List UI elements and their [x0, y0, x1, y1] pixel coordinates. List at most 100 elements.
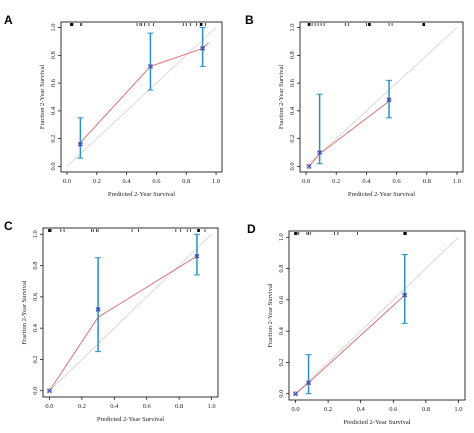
- x-tick-label: 0.4: [362, 178, 371, 185]
- calibration-line: [78, 42, 209, 145]
- x-tick-label: 0.2: [332, 178, 340, 185]
- x-tick-label: 1.0: [207, 403, 215, 410]
- y-tick-label: 1.0: [32, 230, 39, 238]
- observed-point: [317, 150, 322, 155]
- y-tick-label: 0.6: [32, 292, 39, 301]
- y-tick-label: 0.6: [289, 78, 296, 87]
- y-tick-label: 0.2: [278, 358, 285, 366]
- x-tick-label: 0.4: [357, 406, 366, 413]
- plot-frame: [60, 21, 223, 173]
- y-tick-label: 0.8: [278, 264, 285, 272]
- y-axis-title: Fraction 2-Year Survival: [21, 280, 28, 345]
- y-tick-label: 0.4: [32, 323, 39, 332]
- predicted-point-marker: [402, 292, 408, 298]
- y-tick-label: 0.8: [32, 261, 39, 269]
- x-tick-label: 0.2: [324, 406, 332, 413]
- y-tick-label: 0.2: [32, 355, 39, 363]
- y-tick-label: 0.6: [278, 295, 285, 304]
- ideal-reference-line: [295, 237, 459, 394]
- x-tick-label: 0.6: [143, 403, 152, 410]
- x-tick-label: 0.6: [389, 406, 398, 413]
- observed-point: [47, 388, 52, 394]
- x-tick-label: 0.8: [423, 178, 431, 185]
- predicted-point-marker: [95, 307, 101, 312]
- calibration-plot-c: C 0.0 0.2 0.4 0.6 0.8 1.0 0.0 0.2 0.4 0.6 0.8 1.0 Pre…: [4, 219, 219, 423]
- predicted-point-marker: [306, 380, 311, 386]
- predicted-point-marker: [317, 150, 322, 155]
- x-axis-title: Predicted 2-Year Survival: [97, 416, 164, 423]
- predicted-point-marker: [78, 141, 83, 147]
- plot-frame: [288, 230, 466, 401]
- observed-point: [78, 141, 83, 147]
- y-tick-label: 0.6: [50, 78, 57, 87]
- x-tick-label: 0.8: [422, 406, 430, 413]
- ideal-reference-line: [49, 234, 212, 391]
- x-tick-label: 0.4: [110, 403, 119, 410]
- predicted-point-marker: [200, 46, 205, 51]
- observed-point: [306, 380, 311, 386]
- y-tick-label: 0.8: [50, 51, 57, 59]
- observed-point: [293, 391, 298, 397]
- observed-point: [148, 64, 153, 69]
- x-axis-title: Predicted 2-Year Survival: [108, 191, 175, 198]
- calibration-line: [295, 294, 406, 395]
- x-axis-title: Predicted 2-Year Survival: [343, 419, 410, 426]
- x-tick-label: 1.0: [453, 178, 461, 185]
- x-tick-label: 0.0: [63, 178, 71, 185]
- x-tick-label: 0.8: [182, 178, 190, 185]
- calibration-plot-b: B 0.0 0.2 0.4 0.6 0.8 1.0 0.0 0.2 0.4 0.6 0.8 1.0 Pre…: [245, 13, 464, 198]
- ideal-reference-line: [305, 27, 458, 167]
- observed-point: [386, 97, 392, 103]
- y-tick-label: 0.0: [278, 390, 285, 398]
- predicted-point-marker: [386, 97, 392, 103]
- y-tick-label: 0.4: [289, 106, 296, 115]
- x-tick-label: 0.0: [45, 403, 53, 410]
- y-tick-label: 0.2: [50, 135, 57, 143]
- observed-point: [200, 46, 205, 51]
- x-axis-title: Predicted 2-Year Survival: [348, 191, 415, 198]
- predicted-point-marker: [47, 388, 52, 394]
- y-tick-label: 1.0: [289, 23, 296, 31]
- panel-letter: D: [247, 222, 256, 236]
- x-tick-label: 0.6: [152, 178, 161, 185]
- y-tick-label: 0.0: [289, 162, 296, 170]
- predicted-point-marker: [194, 253, 200, 259]
- panel-letter: B: [245, 13, 254, 27]
- x-tick-label: 1.0: [212, 178, 220, 185]
- plot-frame: [42, 227, 219, 398]
- observed-point: [306, 164, 312, 169]
- panel-letter: A: [4, 13, 13, 27]
- y-tick-label: 0.4: [278, 326, 285, 335]
- observed-point: [402, 292, 408, 298]
- x-tick-label: 1.0: [454, 406, 462, 413]
- x-tick-label: 0.0: [291, 406, 299, 413]
- y-axis-title: Fraction 2-Year Survival: [278, 65, 285, 130]
- observed-point: [95, 307, 101, 312]
- plot-frame: [299, 21, 464, 173]
- predicted-point-marker: [148, 64, 153, 69]
- ideal-reference-line: [66, 27, 217, 167]
- y-tick-label: 0.8: [289, 51, 296, 59]
- calibration-line: [308, 100, 390, 167]
- y-tick-label: 1.0: [278, 233, 285, 241]
- panel-c: C 0.0 0.2 0.4 0.6 0.8 1.0 0.0 0.2 0.4 0.6 0.8 1.0 Pre…: [0, 216, 237, 432]
- x-tick-label: 0.0: [302, 178, 310, 185]
- panel-letter: C: [4, 219, 13, 233]
- x-tick-label: 0.2: [78, 403, 86, 410]
- y-tick-label: 0.4: [50, 106, 57, 115]
- calibration-plot-d: D 0.0 0.2 0.4 0.6 0.8 1.0 0.0 0.2 0.4 0.6 0.8 1.0 Pre…: [247, 222, 466, 426]
- observed-point: [194, 253, 200, 259]
- x-tick-label: 0.2: [93, 178, 101, 185]
- calibration-plot-a: A 0.0 0.2 0.4 0.6 0.8 1.0 0.0 0.2 0.4 0.6 0.8 1.0 Pre…: [4, 13, 223, 198]
- panel-b: B 0.0 0.2 0.4 0.6 0.8 1.0 0.0 0.2 0.4 0.6 0.8 1.0 Pre…: [237, 0, 474, 216]
- predicted-point-marker: [306, 164, 312, 169]
- y-tick-label: 1.0: [50, 23, 57, 31]
- x-tick-label: 0.8: [175, 403, 183, 410]
- y-axis-title: Fraction 2-Year Survival: [267, 283, 274, 348]
- y-tick-label: 0.0: [32, 387, 39, 395]
- x-tick-label: 0.4: [123, 178, 132, 185]
- calibration-line: [49, 255, 198, 391]
- y-axis-title: Fraction 2-Year Survival: [39, 65, 46, 130]
- panel-d: D 0.0 0.2 0.4 0.6 0.8 1.0 0.0 0.2 0.4 0.6 0.8 1.0 Pre…: [237, 216, 474, 432]
- predicted-point-marker: [293, 391, 298, 397]
